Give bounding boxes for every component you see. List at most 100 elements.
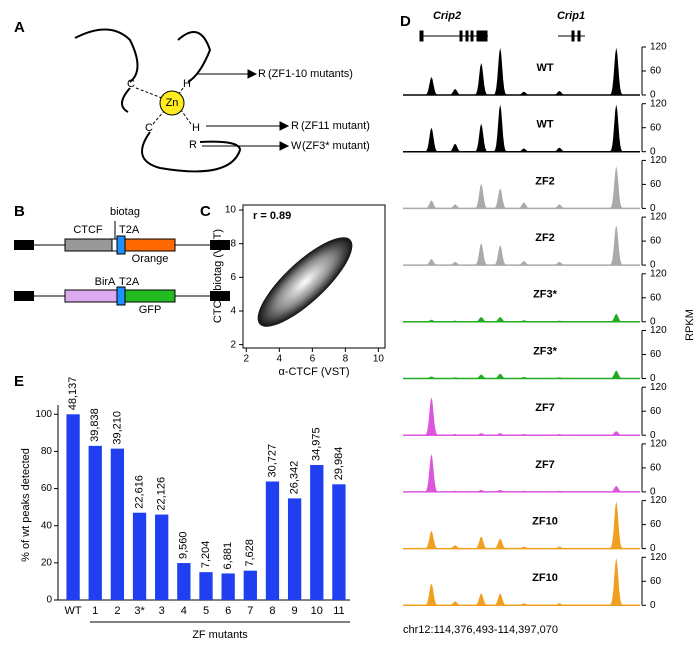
track-name: WT <box>536 62 553 74</box>
y-tick-label: 0 <box>650 430 656 441</box>
panel-label: D <box>400 13 411 30</box>
x-tick-label: WT <box>65 605 82 617</box>
y-tick-label: 0 <box>650 146 656 157</box>
bar <box>110 448 125 600</box>
y-tick-label: 60 <box>41 483 53 494</box>
zinc-finger-loop <box>74 28 242 173</box>
peak-count: 26,342 <box>289 461 301 495</box>
peak <box>514 320 533 322</box>
track-name: ZF2 <box>535 232 555 244</box>
peak <box>550 261 569 266</box>
bar <box>332 484 346 600</box>
y-tick-label: 0 <box>650 600 656 611</box>
peak-count: 22,126 <box>156 477 168 511</box>
mutation-note: (ZF11 mutant) <box>301 120 370 132</box>
track-name: ZF7 <box>535 459 555 471</box>
peak <box>446 204 465 209</box>
y-tick-label: 40 <box>41 520 53 531</box>
y-tick-label: 100 <box>35 409 52 420</box>
peak <box>472 243 491 266</box>
plot-frame <box>242 204 386 349</box>
peak-count: 48,137 <box>67 377 79 411</box>
y-tick-label: 60 <box>650 292 662 303</box>
part-label: T2A <box>119 224 140 236</box>
zinc-ion <box>159 90 185 116</box>
y-tick-label: 120 <box>650 325 667 336</box>
peak <box>422 200 441 209</box>
peak <box>491 317 510 322</box>
x-tick-label: 8 <box>269 605 275 617</box>
y-tick-label: 120 <box>650 42 667 53</box>
peak <box>422 259 441 266</box>
track-name: ZF3* <box>533 345 558 357</box>
peak <box>472 433 491 436</box>
y-tick-label: 0 <box>650 260 656 271</box>
gene-models <box>419 30 585 42</box>
peak <box>491 188 510 209</box>
peak <box>607 501 626 549</box>
y-tick-label: 0 <box>650 203 656 214</box>
peak-count: 22,616 <box>133 475 145 509</box>
mutation: R <box>291 120 299 132</box>
peak <box>472 536 491 549</box>
peak <box>550 490 569 492</box>
panel-label: C <box>200 203 211 220</box>
mutation: R <box>258 68 266 80</box>
peak <box>491 538 510 549</box>
peak <box>607 225 626 266</box>
mutation-note: (ZF1-10 mutants) <box>268 68 353 80</box>
part-label: biotag <box>110 206 140 218</box>
peak <box>514 202 533 209</box>
y-tick-label: 120 <box>650 155 667 166</box>
bar <box>287 498 302 600</box>
peak <box>491 593 510 606</box>
bar <box>199 572 213 600</box>
y-tick-label: 60 <box>650 122 662 133</box>
mutation: W <box>291 140 302 152</box>
arrows <box>198 69 290 151</box>
y-tick-label: 0 <box>46 595 52 606</box>
peak <box>514 91 533 95</box>
peak <box>422 319 441 322</box>
peak <box>607 313 626 322</box>
bar <box>177 563 191 600</box>
residue: H <box>183 78 191 90</box>
y-tick-label: 0 <box>650 90 656 101</box>
peak <box>491 433 510 436</box>
peak <box>550 434 569 436</box>
peak <box>446 377 465 379</box>
peak <box>446 490 465 492</box>
part-label: Orange <box>132 253 169 265</box>
peak <box>472 489 491 492</box>
peak <box>472 63 491 95</box>
peak <box>422 583 441 606</box>
peak <box>422 376 441 379</box>
peak <box>550 147 569 152</box>
peak <box>446 601 465 606</box>
y-tick-label: 120 <box>650 495 667 506</box>
peak <box>607 104 626 152</box>
bar <box>88 445 102 600</box>
peak <box>607 558 626 606</box>
bar <box>310 464 324 600</box>
y-tick-label: 120 <box>650 552 667 563</box>
peak <box>491 373 510 379</box>
x-tick-label: 3 <box>159 605 165 617</box>
peak <box>422 77 441 95</box>
panel-label: B <box>14 203 25 220</box>
peak <box>422 530 441 549</box>
construct <box>14 221 230 255</box>
peak <box>550 603 569 606</box>
construct <box>14 286 230 306</box>
peak <box>607 370 626 379</box>
track-name: ZF10 <box>532 572 558 584</box>
y-tick-label: 0 <box>650 543 656 554</box>
y-tick-label: 60 <box>650 349 662 360</box>
y-tick-label: 120 <box>650 212 667 223</box>
track-name: ZF10 <box>532 516 558 528</box>
peak <box>607 485 626 492</box>
peak <box>472 593 491 606</box>
peak <box>422 453 441 492</box>
y-tick-label: 2 <box>230 339 236 350</box>
peak <box>422 397 441 436</box>
